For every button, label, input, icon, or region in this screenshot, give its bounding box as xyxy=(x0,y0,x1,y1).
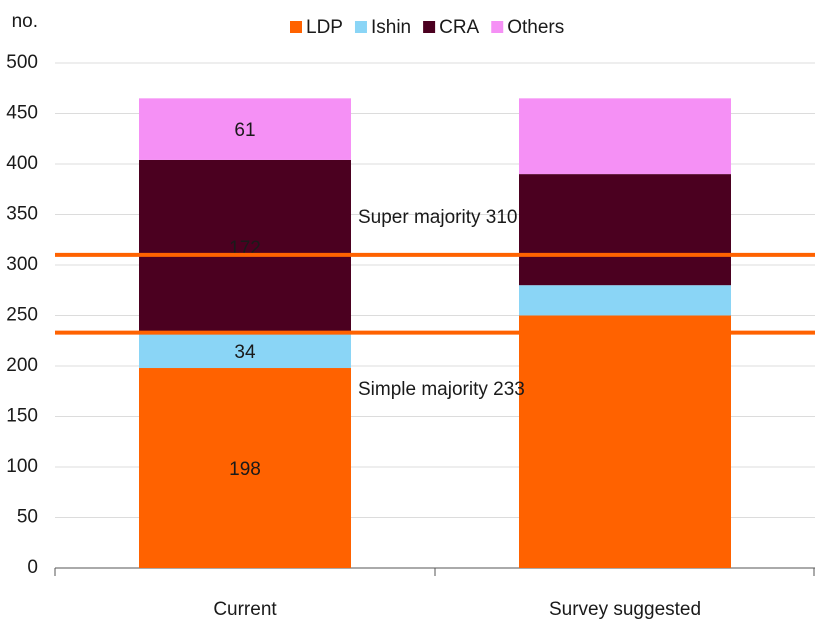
bar-segment xyxy=(519,285,731,316)
bar-segment xyxy=(139,159,351,334)
legend-swatch xyxy=(354,21,367,33)
bar-segment xyxy=(519,315,731,568)
data-label: 198 xyxy=(229,459,261,480)
y-axis-label: no. xyxy=(12,11,38,32)
legend-swatch xyxy=(423,21,436,33)
y-tick-label: 200 xyxy=(6,355,38,376)
bar-segment xyxy=(139,333,351,369)
bar-segment xyxy=(139,98,351,160)
legend-swatch xyxy=(491,21,504,33)
legend-label: CRA xyxy=(439,17,479,38)
legend-swatch xyxy=(290,21,302,33)
legend-label: Others xyxy=(507,17,564,38)
reference-label: Simple majority 233 xyxy=(358,379,525,400)
bar-segment xyxy=(139,368,351,568)
x-tick-label: Current xyxy=(213,599,277,620)
legend-label: LDP xyxy=(306,17,343,38)
y-tick-label: 400 xyxy=(6,153,38,174)
y-tick-label: 500 xyxy=(6,52,38,73)
y-tick-label: 250 xyxy=(6,305,38,326)
data-label: 61 xyxy=(234,120,255,141)
data-label: 34 xyxy=(234,342,256,363)
bar-segment xyxy=(519,98,731,175)
y-tick-label: 450 xyxy=(6,103,38,124)
y-tick-label: 0 xyxy=(27,557,38,578)
reference-label: Super majority 310 xyxy=(358,207,517,228)
y-tick-label: 100 xyxy=(6,456,38,477)
legend-label: Ishin xyxy=(371,17,411,38)
y-tick-label: 150 xyxy=(6,406,38,427)
y-tick-label: 350 xyxy=(6,204,38,225)
y-tick-label: 50 xyxy=(17,507,38,528)
y-tick-label: 300 xyxy=(6,254,38,275)
x-tick-label: Survey suggested xyxy=(549,599,701,620)
bar-segment xyxy=(519,174,731,286)
